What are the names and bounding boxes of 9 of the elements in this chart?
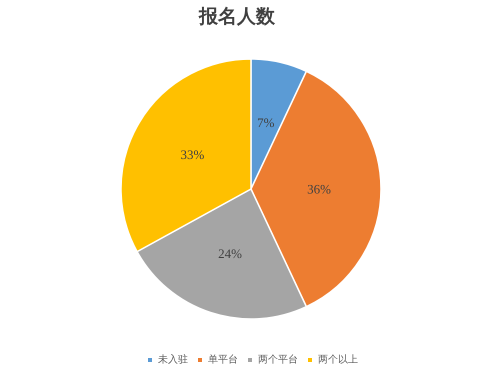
data-label: 33% [180,146,205,162]
data-label: 7% [257,115,275,130]
legend-label: 单平台 [208,354,238,366]
legend-label: 两个以上 [318,354,358,366]
legend-label: 两个平台 [258,354,298,366]
data-label: 36% [307,182,332,196]
chart-title: 报名人数 [198,6,276,28]
data-label: 24% [218,246,242,262]
legend-label: 未入驻 [158,354,188,366]
